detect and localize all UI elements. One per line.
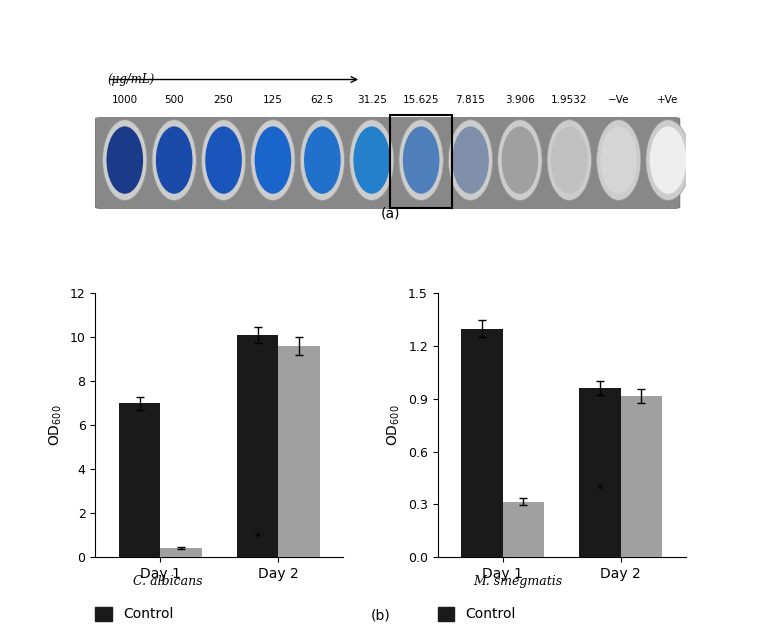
Ellipse shape xyxy=(650,126,687,194)
Text: (a): (a) xyxy=(381,206,400,220)
Text: *: * xyxy=(597,483,604,496)
Text: 500: 500 xyxy=(165,95,184,105)
Ellipse shape xyxy=(452,126,489,194)
Bar xyxy=(237,335,278,557)
Text: C. albicans: C. albicans xyxy=(133,575,203,588)
Y-axis label: OD$_{600}$: OD$_{600}$ xyxy=(48,404,64,446)
Text: 1000: 1000 xyxy=(112,95,138,105)
Text: M. smegmatis: M. smegmatis xyxy=(474,575,562,588)
Text: 125: 125 xyxy=(263,95,283,105)
Ellipse shape xyxy=(255,126,291,194)
Ellipse shape xyxy=(251,120,295,200)
Text: 250: 250 xyxy=(213,95,233,105)
Ellipse shape xyxy=(304,126,341,194)
Ellipse shape xyxy=(156,126,193,194)
Ellipse shape xyxy=(152,120,197,200)
Ellipse shape xyxy=(354,126,390,194)
Bar xyxy=(461,329,503,557)
Ellipse shape xyxy=(300,120,344,200)
Text: +Ve: +Ve xyxy=(658,95,679,105)
Ellipse shape xyxy=(597,120,641,200)
Legend: Control, MB: Control, MB xyxy=(432,601,521,626)
Text: −Ve: −Ve xyxy=(608,95,629,105)
Text: (μg/mL): (μg/mL) xyxy=(107,73,155,86)
Legend: Control, MB: Control, MB xyxy=(90,601,179,626)
Bar xyxy=(160,548,202,557)
Ellipse shape xyxy=(103,120,147,200)
Text: 31.25: 31.25 xyxy=(357,95,386,105)
Ellipse shape xyxy=(551,126,588,194)
Ellipse shape xyxy=(403,126,440,194)
Text: (b): (b) xyxy=(371,608,391,623)
Text: 3.906: 3.906 xyxy=(505,95,535,105)
Ellipse shape xyxy=(201,120,245,200)
Ellipse shape xyxy=(205,126,242,194)
Ellipse shape xyxy=(600,126,637,194)
Ellipse shape xyxy=(448,120,493,200)
Text: 15.625: 15.625 xyxy=(403,95,440,105)
Ellipse shape xyxy=(646,120,690,200)
Ellipse shape xyxy=(107,126,143,194)
Ellipse shape xyxy=(498,120,542,200)
Bar xyxy=(579,388,621,557)
Bar xyxy=(278,346,320,557)
Bar xyxy=(621,396,662,557)
Y-axis label: OD$_{600}$: OD$_{600}$ xyxy=(386,404,402,446)
Ellipse shape xyxy=(547,120,591,200)
Ellipse shape xyxy=(501,126,538,194)
Text: 62.5: 62.5 xyxy=(311,95,334,105)
Text: 7.815: 7.815 xyxy=(456,95,485,105)
Text: *: * xyxy=(255,531,261,544)
Text: 1.9532: 1.9532 xyxy=(551,95,588,105)
FancyBboxPatch shape xyxy=(95,118,680,208)
Ellipse shape xyxy=(399,120,443,200)
Bar xyxy=(503,502,544,557)
Bar xyxy=(119,403,160,557)
Ellipse shape xyxy=(350,120,394,200)
